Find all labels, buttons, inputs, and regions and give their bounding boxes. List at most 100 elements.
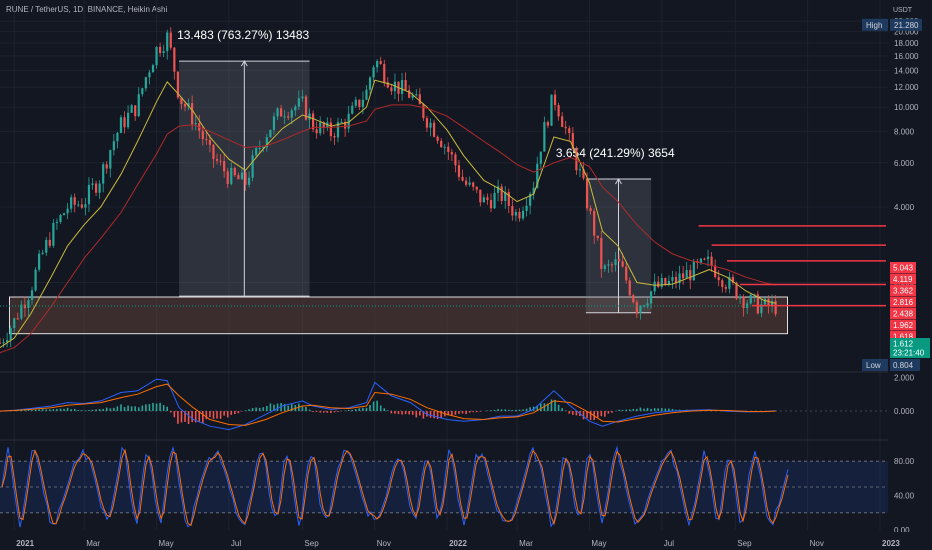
candle-body xyxy=(262,147,265,149)
macd-y-tick-label: 2.000 xyxy=(894,373,915,382)
candle-body xyxy=(77,204,80,206)
candle-body xyxy=(721,280,724,288)
candle-body xyxy=(550,94,553,126)
candle-body xyxy=(308,113,311,120)
candle-body xyxy=(415,94,418,96)
candle-body xyxy=(219,160,222,162)
candle-body xyxy=(674,276,678,284)
candles xyxy=(0,27,777,348)
x-tick-label: 2022 xyxy=(449,539,467,548)
x-axis-bg xyxy=(0,532,932,550)
candle-body xyxy=(418,94,421,105)
macd-signal-line xyxy=(0,383,776,426)
candle-body xyxy=(272,116,276,130)
candle-body xyxy=(386,82,389,88)
candle-body xyxy=(671,276,674,281)
candle-body xyxy=(621,261,624,267)
candle-body xyxy=(383,64,386,83)
candle-body xyxy=(714,265,717,278)
candle-body xyxy=(9,328,12,341)
y-tick-label: 10.000 xyxy=(894,103,919,112)
candle-body xyxy=(682,273,685,279)
candle-body xyxy=(223,161,226,172)
candle-body xyxy=(735,282,738,299)
candle-body xyxy=(635,302,638,314)
measure-label: 3.654 (241.29%) 3654 xyxy=(556,146,675,160)
candle-body xyxy=(41,252,44,254)
candle-body xyxy=(354,99,357,106)
x-tick-label: Sep xyxy=(737,539,752,548)
support-zone xyxy=(8,296,788,335)
candle-body xyxy=(52,223,55,246)
x-tick-label: Mar xyxy=(86,539,100,548)
candle-body xyxy=(187,103,190,107)
candle-body xyxy=(45,239,48,253)
candle-body xyxy=(87,184,91,205)
candle-body xyxy=(233,167,236,176)
candle-body xyxy=(650,291,653,304)
candle-body xyxy=(447,146,450,152)
candle-body xyxy=(482,197,485,203)
candle-body xyxy=(365,89,368,100)
candle-body xyxy=(646,303,649,306)
candle-body xyxy=(521,210,525,219)
candle-body xyxy=(112,141,115,151)
candle-body xyxy=(358,99,361,107)
candle-body xyxy=(191,103,194,125)
candle-body xyxy=(486,197,489,201)
candle-body xyxy=(297,98,300,107)
high-badge-label-bg xyxy=(862,18,888,31)
candle-body xyxy=(657,281,660,287)
fib-badge-bg xyxy=(890,308,916,319)
candle-body xyxy=(27,299,30,309)
stoch-y-tick-label: 40.00 xyxy=(894,492,915,501)
candle-body xyxy=(301,96,304,99)
candle-body xyxy=(38,253,41,270)
candle-body xyxy=(589,208,592,212)
fib-badge-label: 2.438 xyxy=(893,310,914,319)
candle-body xyxy=(632,295,635,303)
candle-body xyxy=(123,117,126,128)
measure-label: 13.483 (763.27%) 13483 xyxy=(177,28,309,42)
y-tick-label: 8.000 xyxy=(894,127,915,136)
candle-body xyxy=(59,215,62,222)
candle-body xyxy=(237,175,240,180)
candle-body xyxy=(315,129,318,134)
candle-body xyxy=(557,105,560,117)
measure-arrowhead xyxy=(615,178,622,185)
candle-body xyxy=(62,213,66,216)
chart-title: RUNE / TetherUS, 1D, BINANCE, Heikin Ash… xyxy=(6,5,168,14)
candle-body xyxy=(183,103,187,107)
candle-body xyxy=(432,122,436,137)
candle-body xyxy=(162,51,165,54)
candle-body xyxy=(144,77,147,89)
candle-body xyxy=(130,105,133,113)
candle-body xyxy=(400,80,404,94)
stoch-rsi-panel xyxy=(0,445,888,528)
ma-yellow-line xyxy=(0,79,776,349)
candle-body xyxy=(109,150,112,169)
candle-body xyxy=(536,163,539,188)
fib-levels xyxy=(698,225,886,307)
candle-body xyxy=(653,281,656,292)
candle-body xyxy=(617,259,621,262)
candle-body xyxy=(340,121,343,123)
candle-body xyxy=(422,104,425,119)
x-tick-label: Jul xyxy=(231,539,241,548)
candle-body xyxy=(742,296,745,309)
candle-body xyxy=(738,296,742,299)
candle-body xyxy=(311,113,315,130)
candle-body xyxy=(614,259,617,265)
fib-badge-label: 5.043 xyxy=(893,264,914,273)
candle-body xyxy=(532,187,535,194)
candle-body xyxy=(13,318,16,329)
fib-badge-bg xyxy=(890,285,916,296)
fib-badge-bg xyxy=(890,331,916,342)
candle-body xyxy=(151,65,155,73)
candle-body xyxy=(137,94,140,117)
candle-body xyxy=(20,304,23,319)
candle-body xyxy=(126,112,130,128)
candle-body xyxy=(304,96,308,120)
